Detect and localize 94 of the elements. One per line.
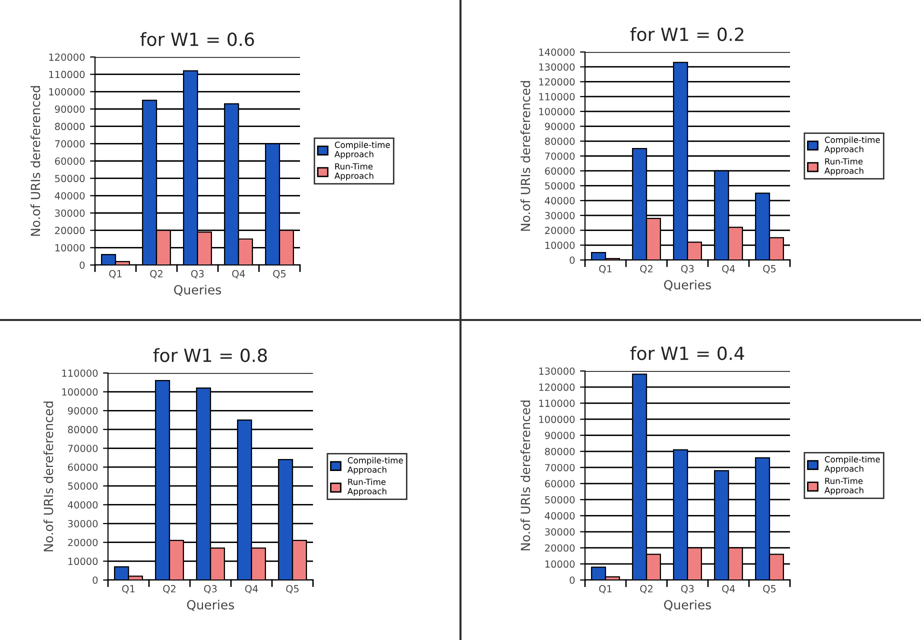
y-tick-label: 90000: [544, 122, 575, 130]
y-tick-label: 80000: [545, 448, 575, 456]
y-tick-label: 30000: [545, 528, 575, 536]
y-tick-label: 80000: [68, 426, 98, 434]
y-tick-label: 60000: [68, 464, 98, 471]
y-axis-title: No.of URIs dereferenced: [520, 400, 530, 550]
y-tick-label: 60000: [545, 480, 575, 488]
y-tick-label: 40000: [54, 192, 85, 200]
y-tick-label: 110000: [539, 400, 575, 407]
y-axis-title: No.of URIs dereferenced: [30, 86, 40, 236]
y-tick-label: 100000: [539, 416, 575, 424]
y-tick-label: 70000: [545, 152, 575, 160]
legend-label: Run-Time Approach: [334, 163, 374, 180]
y-tick-label: 10000: [68, 558, 98, 566]
y-tick-label: 20000: [55, 226, 85, 234]
y-tick-label: 100000: [62, 388, 98, 396]
x-tick-label: Q4: [245, 585, 258, 594]
x-tick-label: Q2: [150, 270, 162, 278]
y-tick-label: 70000: [68, 444, 98, 452]
legend-label: Compile-time Approach: [347, 457, 403, 474]
y-tick-label: 20000: [68, 538, 98, 546]
x-tick-label: Q1: [122, 585, 135, 594]
y-tick-label: 90000: [54, 105, 85, 113]
y-tick-label: 30000: [55, 209, 85, 217]
x-tick-label: Q4: [722, 585, 735, 594]
x-tick-label: Q5: [273, 270, 286, 278]
y-tick-label: 0: [570, 576, 575, 584]
y-tick-label: 90000: [544, 432, 575, 440]
y-tick-label: 50000: [55, 174, 85, 182]
legend-label: Run-Time Approach: [824, 478, 864, 495]
y-tick-label: 40000: [68, 501, 98, 509]
x-tick-label: Q5: [763, 585, 776, 594]
legend-label: Run-Time Approach: [824, 158, 864, 176]
x-tick-label: Q3: [191, 270, 204, 278]
y-tick-label: 80000: [545, 138, 575, 145]
y-axis-title: No.of URIs dereferenced: [44, 402, 54, 552]
y-tick-label: 0: [570, 256, 575, 264]
y-tick-label: 130000: [539, 367, 575, 375]
y-tick-label: 90000: [68, 407, 98, 414]
y-tick-label: 120000: [539, 384, 575, 391]
y-tick-label: 80000: [55, 122, 85, 130]
y-tick-label: 20000: [545, 544, 575, 552]
x-tick-label: Q3: [204, 585, 217, 594]
y-tick-label: 110000: [539, 93, 575, 100]
x-tick-label: Q2: [640, 585, 652, 594]
y-tick-label: 70000: [545, 464, 575, 472]
y-tick-label: 70000: [55, 140, 85, 148]
legend-label: Run-Time Approach: [347, 478, 386, 496]
y-tick-label: 100000: [539, 108, 575, 116]
y-tick-label: 30000: [545, 212, 575, 220]
x-axis-title: Queries: [174, 284, 222, 296]
x-tick-label: Q3: [681, 585, 694, 594]
x-tick-label: Q1: [599, 585, 612, 594]
y-tick-label: 120000: [49, 53, 85, 61]
x-tick-label: Q4: [232, 270, 245, 278]
x-tick-label: Q4: [722, 265, 735, 274]
y-tick-label: 10000: [545, 560, 575, 568]
x-tick-label: Q1: [599, 265, 612, 274]
y-tick-label: 40000: [544, 512, 575, 520]
y-tick-label: 40000: [544, 197, 575, 204]
x-tick-label: Q5: [286, 585, 299, 594]
y-tick-label: 20000: [545, 226, 575, 234]
x-tick-label: Q1: [109, 270, 122, 278]
y-tick-label: 10000: [55, 244, 85, 252]
y-tick-label: 60000: [545, 167, 575, 175]
chart-title: for W1 = 0.6: [140, 32, 254, 46]
legend-label: Compile-time Approach: [824, 136, 880, 154]
x-axis-title: Queries: [187, 600, 234, 611]
chart-title: for W1 = 0.4: [630, 346, 744, 360]
y-tick-label: 110000: [49, 70, 85, 78]
y-tick-label: 30000: [68, 520, 98, 528]
y-tick-label: 10000: [545, 242, 575, 249]
y-tick-label: 140000: [539, 48, 575, 56]
y-tick-label: 100000: [49, 88, 85, 96]
chart-title: for W1 = 0.2: [630, 27, 744, 42]
y-tick-label: 50000: [545, 182, 575, 190]
x-axis-title: Queries: [664, 600, 712, 611]
y-tick-label: 120000: [539, 78, 575, 86]
y-axis-title: No.of URIs dereferenced: [520, 81, 530, 231]
x-tick-label: Q5: [763, 265, 776, 274]
y-tick-label: 50000: [68, 482, 98, 490]
legend-label: Compile-time Approach: [824, 456, 880, 474]
y-tick-label: 50000: [545, 496, 575, 504]
x-tick-label: Q2: [640, 265, 652, 274]
y-tick-label: 60000: [55, 157, 85, 165]
y-tick-label: 0: [92, 576, 98, 584]
y-tick-label: 130000: [539, 63, 575, 71]
x-tick-label: Q2: [163, 585, 176, 594]
legend-label: Compile-time Approach: [334, 142, 390, 159]
y-tick-label: 0: [80, 261, 85, 269]
x-tick-label: Q3: [681, 265, 694, 274]
x-axis-title: Queries: [664, 280, 712, 291]
y-tick-label: 110000: [62, 369, 98, 377]
chart-title: for W1 = 0.8: [153, 348, 267, 362]
